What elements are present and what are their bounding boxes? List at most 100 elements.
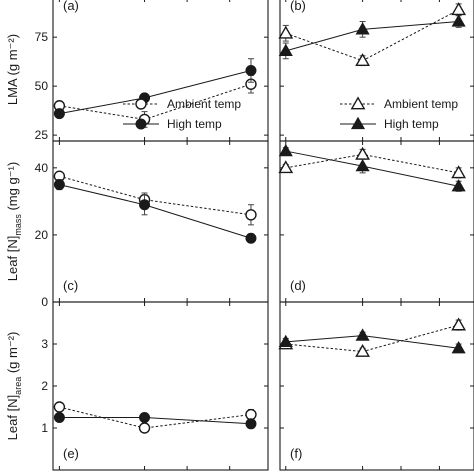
data-point: [355, 158, 370, 172]
series-high-temp: [53, 179, 257, 244]
data-point: [355, 53, 371, 67]
legend-marker: [135, 98, 147, 110]
series-high-temp: [278, 328, 466, 354]
series-high-temp: [278, 14, 466, 60]
y-axis-label-main: LMA (g m⁻²): [5, 34, 20, 105]
panel-frame: [279, 301, 474, 471]
data-point: [53, 108, 65, 120]
y-axis-label-main: Leaf [N]: [5, 395, 20, 441]
data-point: [355, 343, 371, 357]
x-tick-label: 200: [49, 472, 69, 474]
y-tick-label: 50: [35, 79, 49, 93]
legend-entry: Ambient temp: [340, 96, 458, 111]
data-point: [451, 14, 466, 27]
data-point: [451, 2, 467, 16]
panel-c: 0 20 40 Leaf [N]mass (mg g⁻¹) (c): [5, 140, 269, 309]
x-tick-label: 500: [177, 472, 197, 474]
series-high-temp: [278, 143, 466, 192]
y-axis-label-main: Leaf [N]: [5, 236, 20, 282]
data-point: [451, 165, 467, 179]
y-axis-label: Leaf [N]mass (mg g⁻¹): [5, 162, 23, 281]
series-ambient-temp: [53, 170, 257, 226]
panel-f: 200 400 500 600 (f): [276, 301, 474, 474]
series-line: [59, 417, 251, 425]
data-point: [245, 64, 257, 76]
panel-label: (a): [63, 0, 79, 13]
data-point: [53, 179, 65, 191]
series-high-temp: [53, 412, 257, 430]
series-line: [285, 335, 459, 349]
legend-label: High temp: [167, 117, 222, 131]
data-point: [355, 22, 370, 35]
series-line: [59, 175, 252, 216]
legend-label: Ambient temp: [384, 97, 458, 111]
data-point: [278, 25, 294, 39]
x-tick-label: 400: [353, 472, 373, 474]
panel-frame: [279, 140, 474, 303]
data-point: [355, 146, 371, 160]
legend-marker: [135, 118, 147, 130]
data-point: [139, 412, 151, 423]
y-tick-label: 20: [35, 228, 49, 242]
data-point: [139, 199, 151, 211]
panel-frame: [52, 301, 269, 471]
panel-label: (e): [63, 446, 79, 461]
y-axis-label-subscript: mass: [13, 214, 23, 236]
data-point: [245, 209, 257, 221]
x-tick-label: 600: [220, 472, 240, 474]
panel-d: (d): [278, 140, 474, 303]
series-ambient-temp: [278, 146, 467, 179]
data-point: [53, 401, 66, 413]
legend-entry: High temp: [123, 117, 222, 131]
data-point: [278, 160, 294, 174]
data-point: [451, 340, 466, 354]
panel-label: (f): [290, 446, 302, 461]
panel-e: 200 400 500 600 1 2 3 Leaf [N]area (g m⁻²) (e): [5, 301, 269, 474]
data-point: [355, 328, 370, 341]
series-line: [59, 184, 252, 239]
x-tick-label: 600: [429, 472, 449, 474]
series-ambient-temp: [53, 401, 257, 434]
data-point: [245, 418, 257, 430]
series-line: [285, 153, 459, 174]
data-point: [278, 143, 293, 157]
y-axis-label: Leaf [N]area (g m⁻²): [5, 332, 23, 441]
panel-frame: [52, 140, 269, 303]
series-line: [285, 324, 459, 353]
series-line: [285, 9, 459, 62]
panel-b: (b) Ambient temp High temp: [278, 0, 474, 142]
series-ambient-temp: [278, 317, 467, 357]
legend-entry: Ambient temp: [123, 97, 241, 111]
y-axis-label-unit: (mg g⁻¹): [5, 162, 20, 214]
series-ambient-temp: [278, 2, 467, 67]
legend-marker: [350, 96, 366, 110]
y-tick-label: 40: [35, 161, 49, 175]
panel-label: (b): [290, 0, 306, 13]
x-tick-label: 400: [135, 472, 155, 474]
y-axis-label-unit: (g m⁻²): [5, 332, 20, 377]
series-line: [285, 21, 459, 52]
legend-marker: [350, 116, 366, 130]
y-tick-label: 0: [41, 295, 48, 309]
data-point: [451, 317, 467, 331]
panel-frame: [52, 0, 269, 142]
panel-a: 25 50 75 LMA (g m⁻²) (a) Ambient temp High tem…: [5, 0, 269, 142]
y-tick-label: 75: [35, 30, 49, 44]
x-tick-label: 500: [391, 472, 411, 474]
y-tick-label: 2: [41, 379, 48, 393]
data-point: [451, 179, 466, 192]
legend-label: High temp: [384, 117, 439, 131]
data-point: [245, 232, 257, 244]
panel-label: (d): [290, 278, 306, 293]
data-point: [138, 422, 151, 434]
y-tick-label: 1: [41, 421, 48, 435]
data-point: [245, 408, 257, 421]
y-axis-label: LMA (g m⁻²): [5, 34, 20, 105]
data-point: [53, 412, 65, 423]
panel-frame: [279, 0, 474, 142]
legend-entry: High temp: [340, 116, 439, 131]
panel-label: (c): [63, 278, 78, 293]
legend-label: Ambient temp: [167, 97, 241, 111]
data-point: [278, 43, 293, 57]
